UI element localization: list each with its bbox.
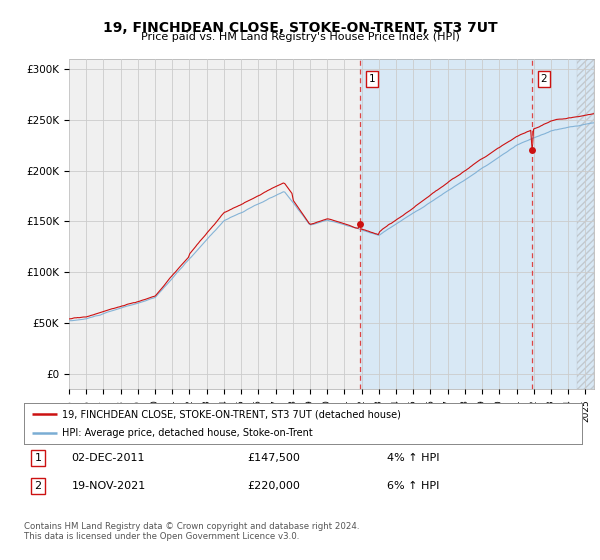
Text: £220,000: £220,000 (247, 481, 300, 491)
Text: 6% ↑ HPI: 6% ↑ HPI (387, 481, 439, 491)
Text: 19, FINCHDEAN CLOSE, STOKE-ON-TRENT, ST3 7UT: 19, FINCHDEAN CLOSE, STOKE-ON-TRENT, ST3… (103, 21, 497, 35)
Text: HPI: Average price, detached house, Stoke-on-Trent: HPI: Average price, detached house, Stok… (62, 428, 313, 438)
Text: 02-DEC-2011: 02-DEC-2011 (71, 453, 145, 463)
Text: 1: 1 (369, 74, 376, 84)
Bar (360, 59, 594, 389)
Text: 2: 2 (34, 481, 41, 491)
Text: £147,500: £147,500 (247, 453, 300, 463)
Text: 2: 2 (540, 74, 547, 84)
Text: 1: 1 (34, 453, 41, 463)
Text: Contains HM Land Registry data © Crown copyright and database right 2024.
This d: Contains HM Land Registry data © Crown c… (24, 522, 359, 542)
Text: 19-NOV-2021: 19-NOV-2021 (71, 481, 146, 491)
Text: Price paid vs. HM Land Registry's House Price Index (HPI): Price paid vs. HM Land Registry's House … (140, 32, 460, 43)
Text: 4% ↑ HPI: 4% ↑ HPI (387, 453, 439, 463)
Bar (69, 59, 594, 389)
Text: 19, FINCHDEAN CLOSE, STOKE-ON-TRENT, ST3 7UT (detached house): 19, FINCHDEAN CLOSE, STOKE-ON-TRENT, ST3… (62, 409, 401, 419)
Bar (577, 59, 594, 389)
